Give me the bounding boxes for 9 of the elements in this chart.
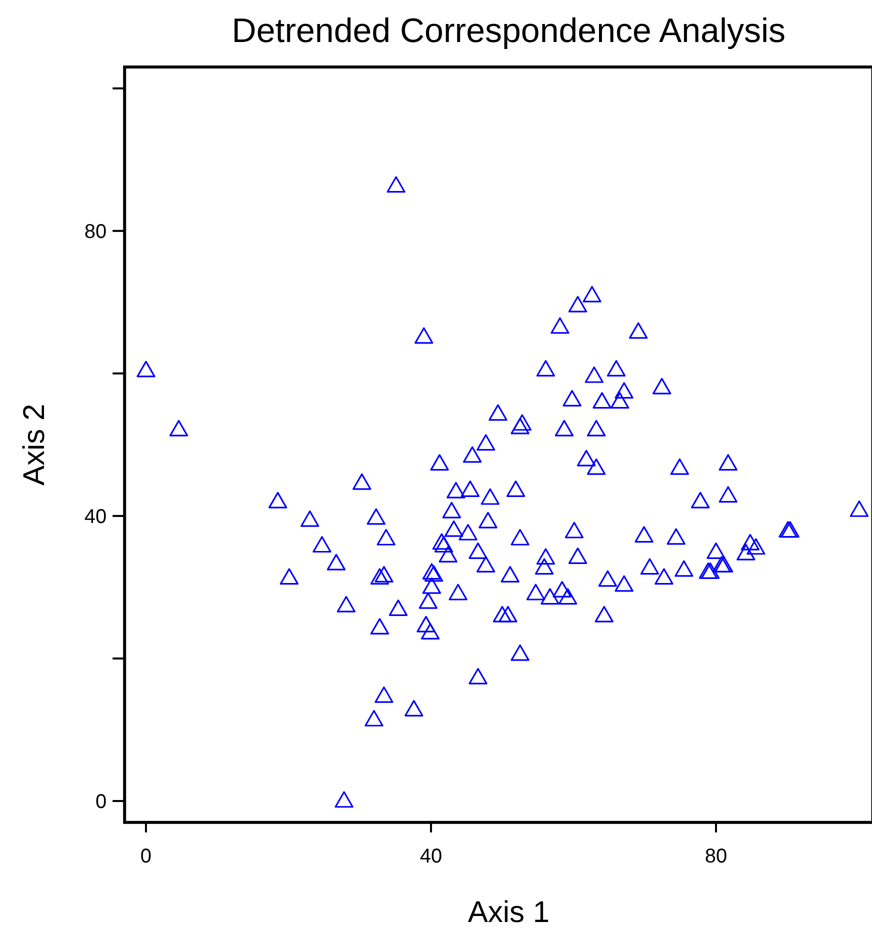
x-tick-label: 80 [704,845,728,868]
y-tick-label: 40 [84,506,107,528]
x-tick-label: 0 [140,845,152,868]
chart-title: Detrended Correspondence Analysis [232,12,786,50]
y-tick-label: 0 [95,791,107,814]
x-tick-label: 40 [420,845,442,868]
y-tick-label: 80 [84,220,107,243]
y-axis-title: Axis 2 [18,404,51,486]
x-axis-title: Axis 1 [468,896,550,928]
